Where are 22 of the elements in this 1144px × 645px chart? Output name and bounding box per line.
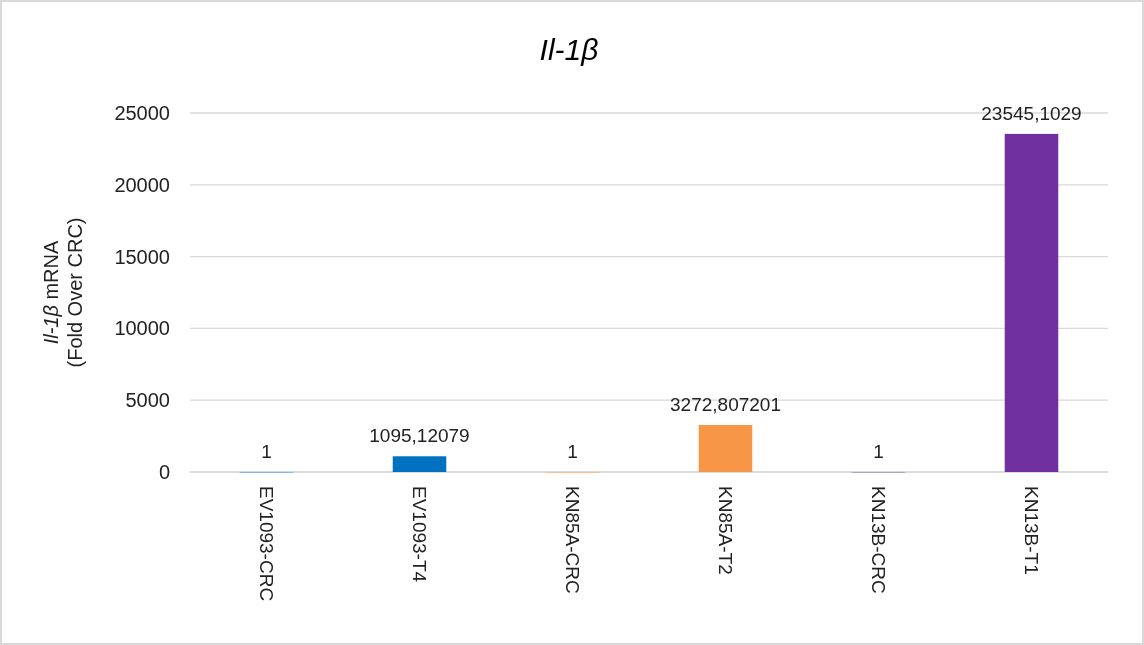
y-tick-label: 10000 bbox=[114, 317, 170, 340]
data-label: 1 bbox=[261, 440, 272, 462]
x-tick-label: EV1093-CRC bbox=[255, 486, 277, 602]
x-tick-label: KN85A-T2 bbox=[714, 486, 736, 575]
x-tick-label: KN85A-CRC bbox=[561, 486, 583, 594]
data-label: 23545,1029 bbox=[981, 102, 1082, 124]
x-tick-label: KN13B-CRC bbox=[867, 486, 889, 594]
data-label: 3272,807201 bbox=[670, 394, 781, 415]
x-tick-label: KN13B-T1 bbox=[1020, 486, 1042, 575]
chart-title: Il-1β bbox=[539, 33, 599, 66]
bar bbox=[392, 456, 447, 472]
bar bbox=[698, 425, 753, 472]
y-tick-label: 20000 bbox=[114, 173, 170, 196]
y-tick-label: 5000 bbox=[125, 389, 170, 412]
y-tick-label: 0 bbox=[158, 461, 170, 483]
y-tick-label: 15000 bbox=[114, 245, 170, 268]
data-label: 1 bbox=[873, 440, 884, 462]
bar bbox=[1004, 133, 1059, 472]
data-label: 1 bbox=[567, 440, 578, 462]
y-tick-label: 25000 bbox=[114, 102, 170, 124]
data-label: 1095,12079 bbox=[369, 425, 470, 447]
x-tick-label: EV1093-T4 bbox=[408, 486, 430, 583]
